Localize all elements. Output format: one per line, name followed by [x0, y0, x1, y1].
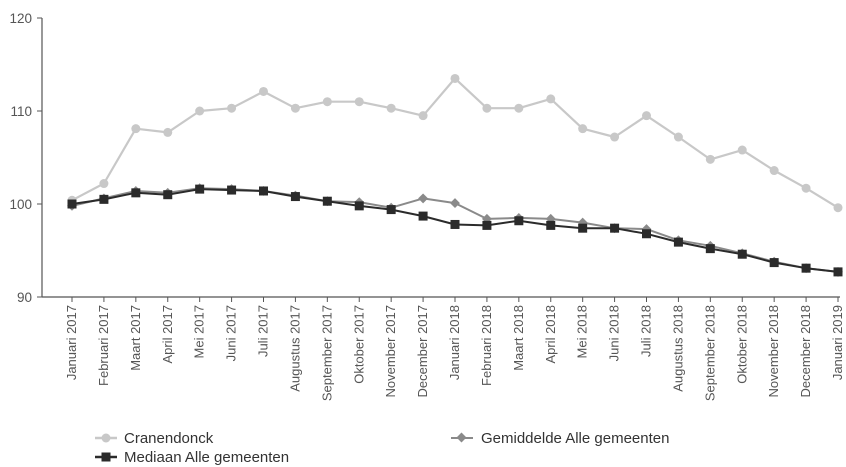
- data-point[interactable]: [195, 106, 205, 116]
- legend-marker-gemiddelde: [456, 432, 467, 443]
- x-tick-label: Mei 2017: [192, 305, 207, 358]
- x-tick-label: December 2017: [415, 305, 430, 398]
- series-layer: [67, 73, 843, 277]
- data-point[interactable]: [578, 124, 588, 134]
- data-point[interactable]: [163, 127, 173, 137]
- data-point[interactable]: [514, 103, 524, 113]
- data-point[interactable]: [259, 86, 268, 96]
- x-tick-label: Augustus 2018: [670, 305, 685, 392]
- data-point[interactable]: [259, 186, 268, 196]
- data-point[interactable]: [833, 203, 843, 213]
- x-tick-label: November 2018: [766, 305, 781, 398]
- x-axis: Januari 2017 Februari 2017 Maart 2017 April…: [42, 296, 845, 401]
- data-point[interactable]: [450, 198, 460, 209]
- x-tick-label: Oktober 2017: [351, 305, 366, 384]
- data-point[interactable]: [195, 184, 205, 194]
- data-point[interactable]: [546, 220, 556, 230]
- legend: Cranendonck Gemiddelde Alle gemeenten Me…: [95, 430, 669, 466]
- data-point[interactable]: [482, 103, 492, 113]
- data-point[interactable]: [642, 111, 651, 121]
- x-tick-label: Oktober 2018: [734, 305, 749, 384]
- y-tick-label: 100: [9, 197, 32, 212]
- x-tick-label: November 2017: [383, 305, 398, 398]
- x-tick-label: Juli 2018: [639, 305, 654, 357]
- series-1: [67, 183, 843, 277]
- x-tick-label: Maart 2017: [128, 305, 143, 371]
- series-line: [71, 77, 839, 209]
- y-tick-label: 110: [10, 104, 32, 119]
- data-point[interactable]: [705, 244, 715, 254]
- x-tick-label: Juli 2017: [256, 305, 271, 357]
- data-point[interactable]: [578, 223, 588, 233]
- data-point[interactable]: [801, 183, 811, 193]
- x-tick-label: December 2018: [798, 305, 813, 398]
- data-point[interactable]: [418, 111, 428, 121]
- data-point[interactable]: [833, 267, 843, 277]
- data-point[interactable]: [769, 166, 779, 176]
- y-axis: 90 100 110 120: [9, 11, 43, 305]
- x-tick-label: Februari 2017: [96, 305, 111, 386]
- series-2: [67, 184, 843, 277]
- x-tick-label: Juni 2017: [224, 305, 239, 361]
- legend-marker-cranendonck: [101, 433, 111, 443]
- x-tick-label: April 2018: [543, 305, 558, 364]
- data-point[interactable]: [418, 211, 428, 221]
- x-tick-label: Januari 2019: [830, 305, 845, 380]
- legend-item-gemiddelde[interactable]: Gemiddelde Alle gemeenten: [451, 430, 669, 447]
- data-point[interactable]: [673, 237, 683, 247]
- x-tick-label: Februari 2018: [479, 305, 494, 386]
- legend-label-cranendonck: Cranendonck: [124, 430, 214, 447]
- data-point[interactable]: [450, 73, 460, 83]
- data-point[interactable]: [99, 179, 109, 189]
- y-tick-label: 90: [17, 290, 32, 305]
- x-tick-label: Januari 2018: [447, 305, 462, 380]
- x-tick-label: September 2018: [702, 305, 717, 401]
- data-point[interactable]: [131, 124, 141, 134]
- data-point[interactable]: [769, 258, 779, 268]
- data-point[interactable]: [610, 132, 620, 142]
- data-point[interactable]: [546, 94, 556, 104]
- data-point[interactable]: [482, 220, 492, 230]
- data-point[interactable]: [322, 196, 332, 206]
- x-tick-label: September 2017: [319, 305, 334, 401]
- data-point[interactable]: [610, 223, 620, 233]
- x-tick-label: April 2017: [160, 305, 175, 364]
- data-point[interactable]: [418, 193, 429, 204]
- data-point[interactable]: [642, 229, 651, 239]
- y-tick-label: 120: [9, 11, 32, 26]
- x-tick-label: Maart 2018: [511, 305, 526, 371]
- data-point[interactable]: [354, 201, 364, 211]
- data-point[interactable]: [227, 185, 237, 195]
- series-0: [67, 73, 843, 213]
- x-tick-label: Januari 2017: [64, 305, 79, 380]
- data-point[interactable]: [514, 216, 524, 226]
- legend-item-cranendonck[interactable]: Cranendonck: [95, 430, 214, 447]
- data-point[interactable]: [673, 132, 683, 142]
- data-point[interactable]: [290, 103, 300, 113]
- data-point[interactable]: [705, 154, 715, 164]
- data-point[interactable]: [227, 103, 237, 113]
- data-point[interactable]: [737, 145, 747, 155]
- x-tick-label: Augustus 2017: [287, 305, 302, 392]
- legend-marker-mediaan: [101, 452, 111, 462]
- data-point[interactable]: [290, 192, 300, 202]
- legend-label-mediaan: Mediaan Alle gemeenten: [124, 449, 289, 466]
- data-point[interactable]: [322, 97, 332, 107]
- data-point[interactable]: [131, 188, 141, 198]
- data-point[interactable]: [99, 194, 109, 204]
- legend-label-gemiddelde: Gemiddelde Alle gemeenten: [481, 430, 669, 447]
- data-point[interactable]: [450, 219, 460, 229]
- x-tick-label: Mei 2018: [575, 305, 590, 358]
- data-point[interactable]: [737, 249, 747, 259]
- data-point[interactable]: [163, 190, 173, 200]
- data-point[interactable]: [386, 205, 396, 215]
- data-point[interactable]: [67, 199, 77, 209]
- data-point[interactable]: [386, 103, 396, 113]
- data-point[interactable]: [801, 263, 811, 273]
- data-point[interactable]: [354, 97, 364, 107]
- x-tick-label: Juni 2018: [607, 305, 622, 361]
- legend-item-mediaan[interactable]: Mediaan Alle gemeenten: [95, 449, 289, 466]
